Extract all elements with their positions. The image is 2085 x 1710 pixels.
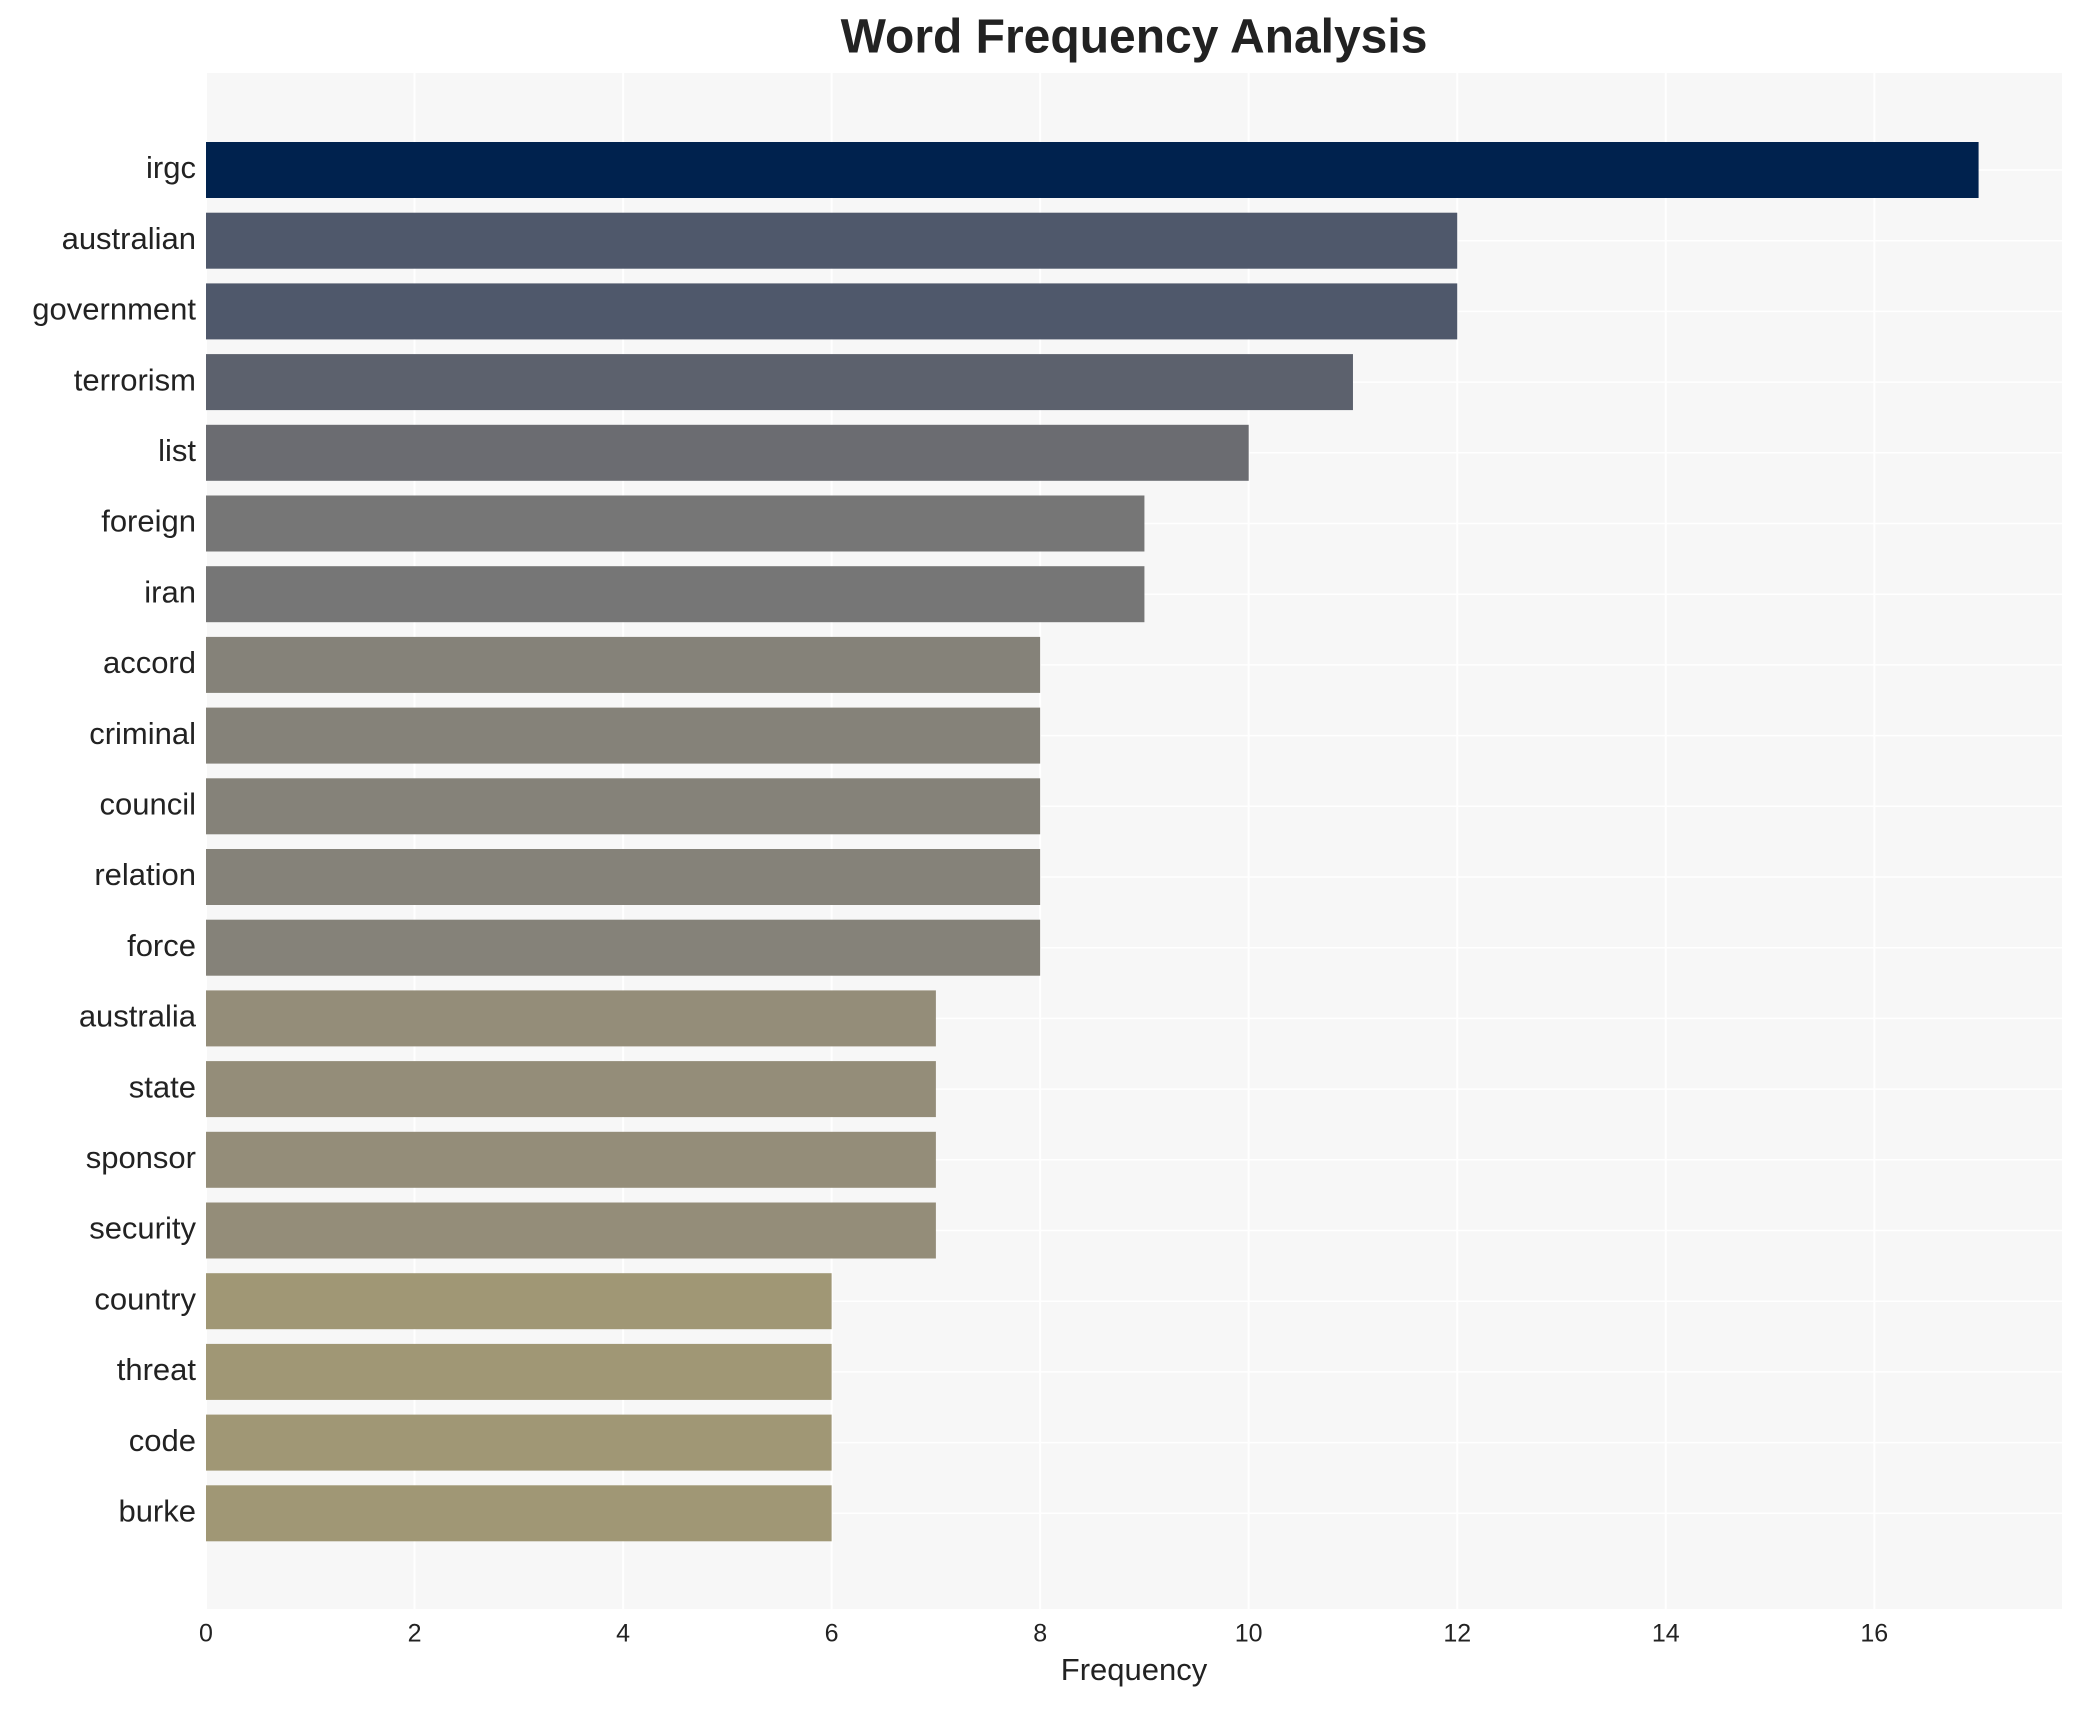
y-tick-label: terrorism xyxy=(74,362,196,397)
bar xyxy=(206,1202,936,1259)
bar xyxy=(206,142,1979,198)
x-tick-label: 8 xyxy=(1033,1620,1047,1648)
bar xyxy=(206,707,1041,764)
y-tick-label: security xyxy=(89,1211,196,1246)
y-tick-label: australia xyxy=(79,999,197,1034)
x-tick-label: 12 xyxy=(1443,1620,1471,1648)
bar xyxy=(206,1131,936,1188)
y-tick-label: government xyxy=(32,292,196,327)
x-tick-label: 16 xyxy=(1860,1620,1888,1648)
x-tick-label: 2 xyxy=(408,1620,422,1648)
x-tick-label: 6 xyxy=(825,1620,839,1648)
y-tick-label: foreign xyxy=(101,504,196,539)
y-tick-label: list xyxy=(158,433,196,468)
y-tick-label: state xyxy=(129,1069,196,1104)
x-tick-label: 4 xyxy=(616,1620,630,1648)
y-tick-label: sponsor xyxy=(86,1140,196,1175)
bar xyxy=(206,495,1145,552)
y-tick-label: threat xyxy=(117,1352,197,1387)
y-tick-label: relation xyxy=(94,857,196,892)
bar xyxy=(206,354,1353,411)
bar xyxy=(206,424,1249,481)
bar xyxy=(206,919,1041,976)
y-tick-label: council xyxy=(100,786,197,821)
bar xyxy=(206,849,1041,905)
x-tick-label: 10 xyxy=(1235,1620,1263,1648)
chart-title: Word Frequency Analysis xyxy=(841,11,1428,64)
y-tick-label: iran xyxy=(144,574,196,609)
bar xyxy=(206,212,1458,269)
bar xyxy=(206,1061,936,1118)
y-tick-label: code xyxy=(129,1423,196,1458)
y-tick-label: criminal xyxy=(89,716,196,751)
y-tick-label: country xyxy=(94,1281,196,1316)
bar xyxy=(206,1485,832,1542)
y-tick-label: force xyxy=(127,928,196,963)
x-axis-label: Frequency xyxy=(1061,1652,1208,1687)
bar xyxy=(206,636,1041,693)
y-tick-label: australian xyxy=(62,221,196,256)
bar xyxy=(206,283,1458,340)
bar xyxy=(206,1343,832,1400)
bar xyxy=(206,778,1041,835)
y-tick-label: burke xyxy=(118,1493,196,1528)
y-tick-label: irgc xyxy=(146,150,196,185)
bar xyxy=(206,1273,832,1330)
x-tick-label: 0 xyxy=(199,1620,213,1648)
bar xyxy=(206,566,1145,623)
bar xyxy=(206,1414,832,1471)
bar xyxy=(206,990,936,1047)
y-tick-label: accord xyxy=(103,645,196,680)
x-tick-label: 14 xyxy=(1652,1620,1680,1648)
